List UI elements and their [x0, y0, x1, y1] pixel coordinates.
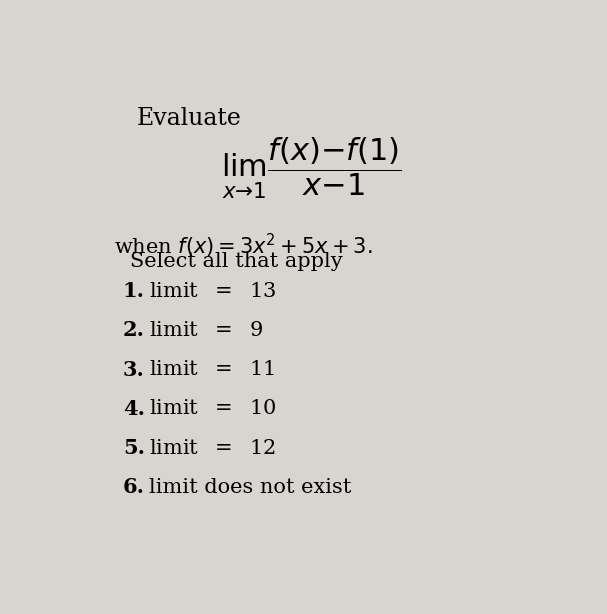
Text: limit  $=$  9: limit $=$ 9 [149, 321, 263, 340]
Text: limit does not exist: limit does not exist [149, 478, 351, 497]
Text: limit  $=$  11: limit $=$ 11 [149, 360, 275, 379]
Text: 1.: 1. [123, 281, 145, 301]
Text: 3.: 3. [123, 360, 145, 379]
Text: Select all that apply: Select all that apply [130, 252, 343, 271]
Text: 6.: 6. [123, 477, 145, 497]
Text: when $f(x) = 3x^2 + 5x + 3.$: when $f(x) = 3x^2 + 5x + 3.$ [114, 232, 372, 260]
Text: $\lim_{x \to 1} \dfrac{f(x) - f(1)}{x - 1}$: $\lim_{x \to 1} \dfrac{f(x) - f(1)}{x - … [221, 136, 401, 201]
Text: limit  $=$  13: limit $=$ 13 [149, 282, 276, 301]
Text: limit  $=$  12: limit $=$ 12 [149, 438, 276, 457]
Text: limit  $=$  10: limit $=$ 10 [149, 399, 276, 418]
Text: 5.: 5. [123, 438, 145, 458]
Text: Evaluate: Evaluate [137, 107, 242, 130]
Text: 2.: 2. [123, 321, 145, 340]
Text: 4.: 4. [123, 399, 145, 419]
